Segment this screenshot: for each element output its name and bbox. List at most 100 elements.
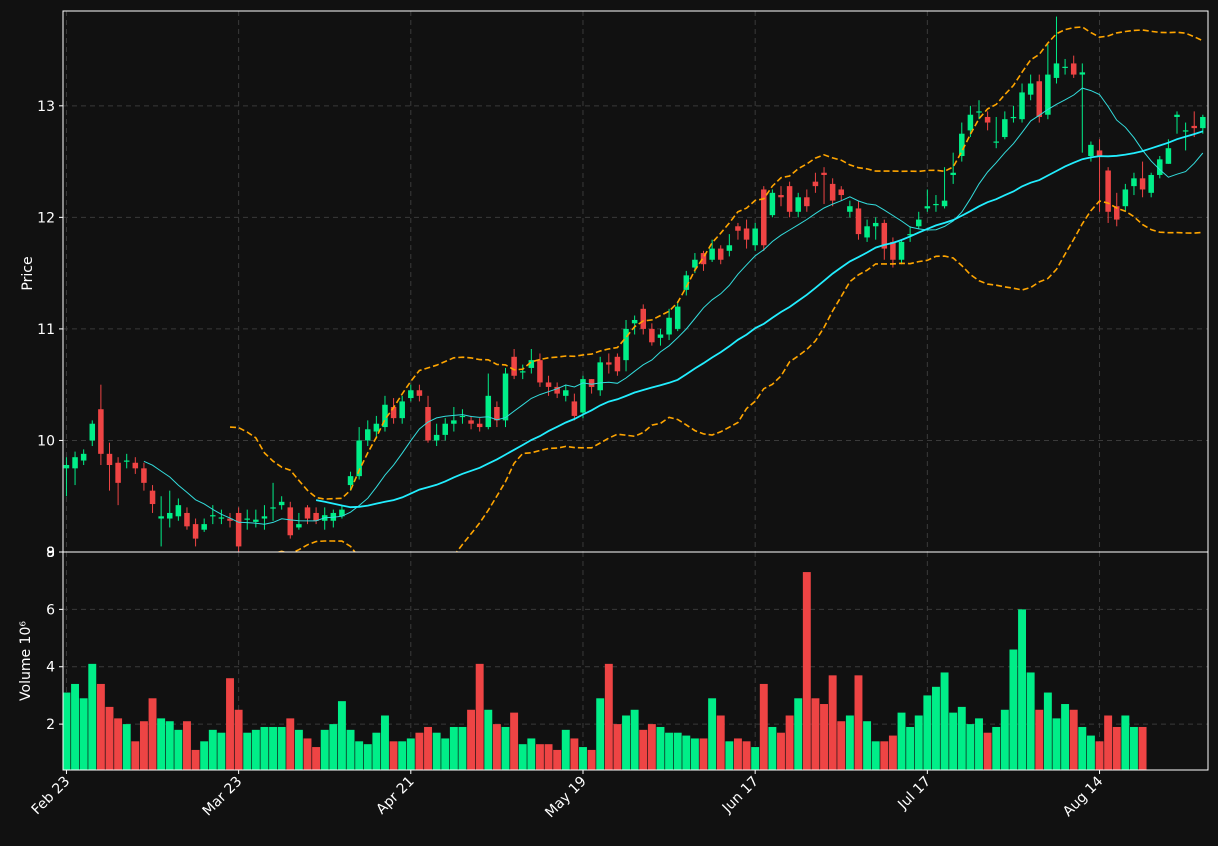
volume-bar	[1095, 741, 1104, 770]
candle-body	[623, 328, 629, 361]
candle-body	[365, 429, 371, 441]
candle-body	[890, 241, 896, 260]
candle-body	[356, 440, 362, 477]
candle-body	[907, 234, 913, 236]
candle-body	[201, 524, 207, 530]
volume-bar	[733, 738, 742, 770]
candle-body	[941, 200, 948, 207]
candle-body	[373, 423, 380, 432]
volume-bar	[665, 732, 674, 770]
volume-bar	[269, 726, 278, 770]
volume-bar	[949, 712, 958, 770]
candle-body	[1045, 74, 1051, 115]
candle-body	[98, 409, 104, 454]
volume-bar	[449, 726, 458, 770]
volume-bar	[716, 715, 725, 770]
candle-body	[795, 197, 801, 212]
candle-body	[1174, 114, 1180, 117]
volume-bar	[828, 675, 837, 770]
volume-bar	[441, 738, 450, 770]
candle-body	[528, 360, 535, 368]
volume-bar	[1121, 715, 1130, 770]
candle-body	[804, 197, 810, 207]
price-plot	[63, 16, 1206, 552]
candle-body	[347, 476, 354, 486]
candle-body	[382, 404, 388, 428]
volume-bar	[656, 726, 665, 770]
volume-bar	[363, 744, 372, 770]
volume-bar	[165, 721, 174, 770]
volume-bar	[1018, 609, 1027, 770]
candle-body	[606, 362, 612, 365]
volume-bar	[1000, 709, 1009, 770]
candle-body	[115, 462, 121, 483]
volume-bar	[475, 663, 484, 770]
candle-body	[253, 519, 259, 522]
candle-body	[829, 183, 836, 201]
volume-bar	[63, 692, 71, 770]
volume-bar	[914, 715, 923, 770]
candle-body	[296, 524, 302, 528]
candle-body	[166, 512, 173, 519]
volume-bar	[1052, 718, 1061, 770]
candle-body	[244, 518, 250, 520]
candle-body	[123, 460, 130, 462]
candle-body	[1122, 189, 1129, 207]
price-ytick-label: 9	[46, 545, 55, 561]
candle-body	[924, 206, 931, 209]
volume-bar	[785, 715, 794, 770]
volume-bar	[71, 683, 80, 770]
volume-bar	[320, 729, 329, 770]
volume-bar	[355, 741, 364, 770]
candle-body	[485, 395, 492, 428]
candle-body	[1148, 174, 1154, 193]
candle-body	[752, 228, 758, 246]
candle-body	[459, 415, 466, 418]
volume-ytick-label: 2	[46, 717, 55, 733]
candle-body	[588, 379, 595, 387]
volume-bar	[1026, 672, 1035, 770]
volume-bar	[251, 729, 260, 770]
price-axis-label: Price	[20, 256, 36, 290]
volume-bar	[191, 749, 200, 770]
candle-body	[218, 517, 225, 519]
candle-body	[1027, 83, 1034, 95]
candle-body	[864, 226, 870, 238]
candle-body	[511, 356, 517, 376]
candle-body	[1019, 92, 1025, 120]
volume-bar	[114, 718, 123, 770]
volume-bar	[329, 724, 338, 770]
volume-bar	[811, 698, 820, 770]
candle-body	[494, 406, 500, 421]
candle-body	[649, 328, 655, 343]
candle-body	[192, 524, 199, 539]
candle-body	[571, 401, 578, 416]
volume-bar	[888, 735, 897, 770]
volume-bar	[630, 709, 639, 770]
volume-bar	[906, 726, 915, 770]
volume-bar	[217, 732, 226, 770]
volume-bar	[820, 704, 828, 770]
volume-bar	[294, 729, 303, 770]
candle-body	[674, 306, 681, 329]
candle-body	[72, 457, 78, 469]
candle-body	[210, 515, 216, 517]
volume-bar	[992, 726, 1001, 770]
candle-body	[692, 259, 698, 268]
volume-bar	[699, 738, 708, 770]
upper-band-line	[229, 26, 1204, 500]
candle-body	[1036, 81, 1043, 117]
candle-body	[993, 141, 999, 143]
candle-body	[1182, 130, 1189, 132]
volume-bar	[492, 724, 501, 770]
volume-bar	[105, 706, 114, 770]
volume-bar	[389, 741, 398, 770]
volume-bar	[837, 721, 846, 770]
candle-body	[950, 172, 956, 175]
candle-body	[476, 423, 483, 428]
volume-bar	[243, 732, 252, 770]
volume-bar	[467, 709, 476, 770]
candle-body	[821, 172, 827, 175]
candle-body	[141, 468, 147, 483]
volume-bar	[1009, 649, 1018, 770]
